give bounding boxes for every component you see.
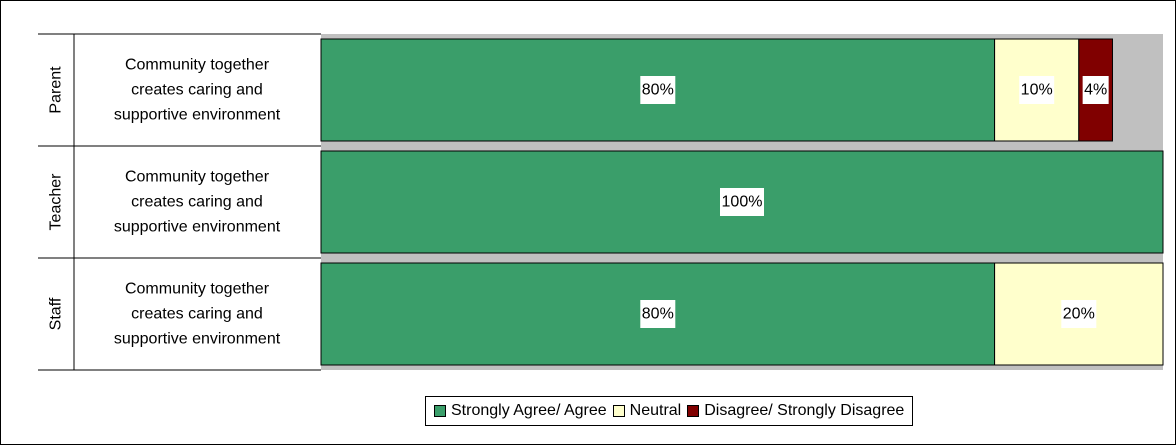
legend-label-neutral: Neutral [629,402,682,419]
category-label-line: supportive environment [114,219,281,236]
data-label-bg [720,188,764,216]
category-label-line: supportive environment [114,107,281,124]
data-label: 4% [1084,82,1107,99]
data-label: 100% [722,194,763,211]
legend-item-neutral: Neutral [612,402,682,420]
chart-legend: Strongly Agree/ Agree Neutral Disagree/ … [425,396,914,426]
legend-swatch-neutral [612,405,625,417]
data-label-bg [640,76,676,104]
data-label: 10% [1021,82,1053,99]
legend-swatch-agree [434,405,446,417]
data-label: 20% [1063,306,1095,323]
group-label-staff: Staff [48,297,65,330]
group-label-teacher: Teacher [48,173,65,231]
data-label-bg [1019,76,1055,104]
data-label-bg [1061,300,1097,328]
category-label-line: creates caring and [131,194,263,211]
category-label-line: creates caring and [131,82,263,99]
legend-item-agree: Strongly Agree/ Agree [434,402,607,420]
legend-swatch-disagree [687,405,700,417]
data-label-bg [640,300,676,328]
category-label-line: Community together [125,169,270,186]
legend-item-disagree: Disagree/ Strongly Disagree [687,402,904,420]
data-label: 80% [642,306,674,323]
legend-label-disagree: Disagree/ Strongly Disagree [704,402,905,419]
legend-label-agree: Strongly Agree/ Agree [451,402,607,419]
category-label-line: creates caring and [131,306,263,323]
category-label-line: Community together [125,281,270,298]
group-label-parent: Parent [48,66,65,114]
category-label-line: supportive environment [114,331,281,348]
data-label-bg [1082,76,1109,104]
category-label-line: Community together [125,57,270,74]
data-label: 80% [642,82,674,99]
